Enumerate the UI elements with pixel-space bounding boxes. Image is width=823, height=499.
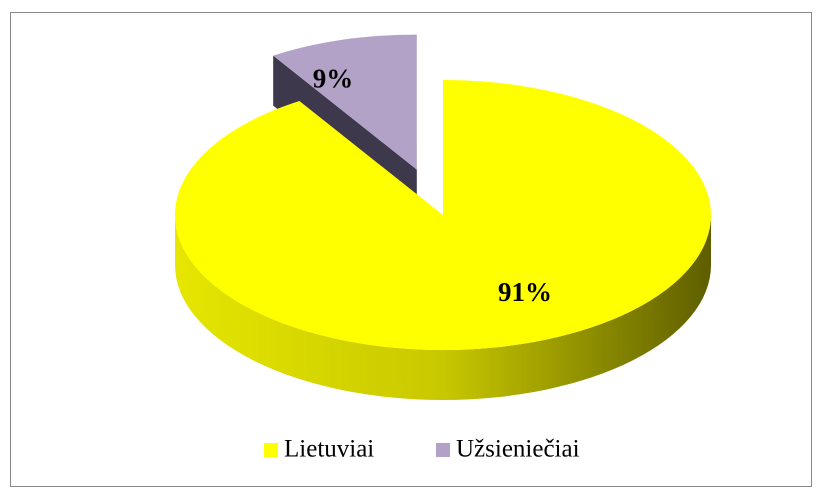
legend-swatch [264, 443, 278, 457]
pie-side [175, 215, 711, 400]
pie-slice [273, 34, 417, 170]
data-label: 9% [313, 63, 354, 93]
legend-swatch [436, 443, 450, 457]
data-label: 91% [498, 277, 552, 307]
pie-slice [174, 80, 711, 350]
legend-label: Lietuviai [284, 436, 374, 463]
legend-label: Užsieniečiai [456, 436, 580, 463]
